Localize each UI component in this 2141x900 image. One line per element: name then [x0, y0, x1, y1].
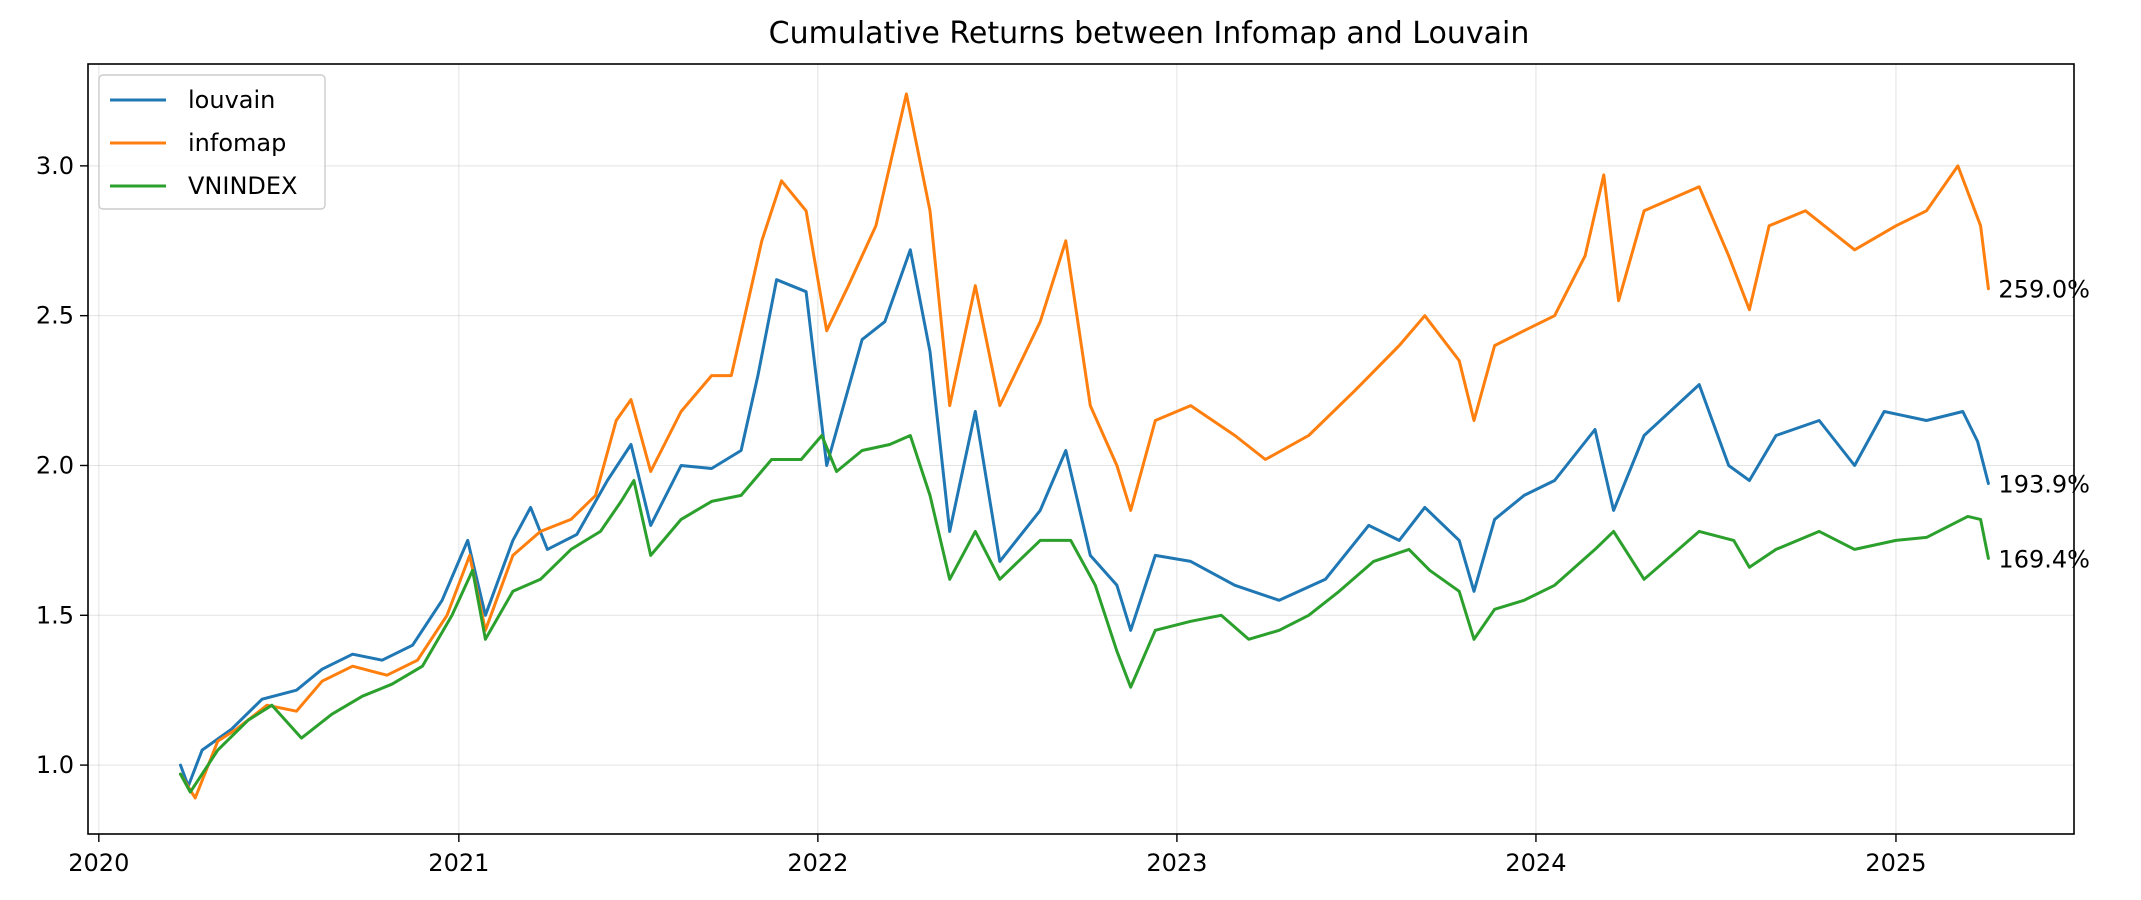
- plot-frame: [87, 63, 2075, 835]
- series-line-louvain: [179, 248, 1990, 788]
- end-label-vnindex: 169.4%: [1998, 545, 2090, 573]
- grid-layer: [88, 64, 2074, 834]
- end-labels: 193.9% 259.0% 169.4%: [1998, 276, 2090, 574]
- legend-box: [98, 74, 326, 210]
- y-tick-label: 1.5: [36, 601, 74, 629]
- series-line-vnindex: [179, 434, 1990, 794]
- series-layer: [179, 92, 1990, 800]
- legend: louvain infomap VNINDEX: [98, 74, 326, 210]
- x-tick-label: 2025: [1865, 849, 1926, 877]
- y-tick-label: 2.0: [36, 451, 74, 479]
- x-tick-label: 2022: [787, 849, 848, 877]
- series-line-infomap: [179, 92, 1990, 800]
- y-tick-label: 2.5: [36, 302, 74, 330]
- x-tick-label: 2020: [68, 849, 129, 877]
- x-tick-label: 2023: [1146, 849, 1207, 877]
- end-label-infomap: 259.0%: [1998, 276, 2090, 304]
- y-tick-label: 3.0: [36, 152, 74, 180]
- x-tick-label: 2024: [1505, 849, 1566, 877]
- y-tick-label: 1.0: [36, 751, 74, 779]
- legend-label: louvain: [188, 86, 275, 114]
- legend-label: VNINDEX: [188, 172, 298, 200]
- x-tick-label: 2021: [428, 849, 489, 877]
- tick-layer: 2020 2021 2022 2023 2024 2025 1.0 1.5 2.0 2.5 3.0: [36, 152, 1927, 877]
- chart-title: Cumulative Returns between Infomap and L…: [769, 16, 1530, 51]
- end-label-louvain: 193.9%: [1998, 470, 2090, 498]
- legend-label: infomap: [188, 129, 286, 157]
